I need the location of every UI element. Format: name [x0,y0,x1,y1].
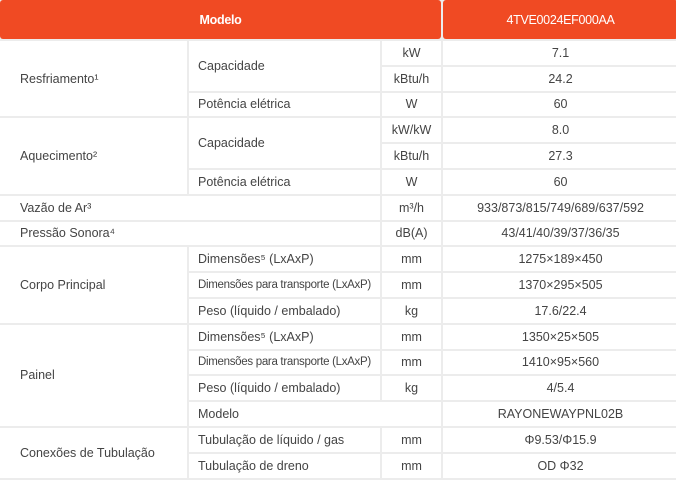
group-conexoes: Conexões de Tubulação [0,427,187,478]
unit: mm [382,350,442,375]
value: 1370×295×505 [443,273,676,297]
value: 43/41/40/39/37/36/35 [443,221,676,246]
header-row: Modelo 4TVE0024EF000AA [0,0,676,39]
table-row: Painel Dimensões⁵ (LxAxP) mm 1350×25×505 [0,324,676,426]
group-resfriamento: Resfriamento¹ [0,41,187,117]
value: 933/873/815/749/689/637/592 [443,195,676,220]
unit: mm [382,273,442,297]
row-label: Potência elétrica [189,92,380,117]
unit: dB(A) [382,221,442,246]
value: RAYONEWAYPNL02B [443,402,676,426]
table-row: kBtu/h 27.3 [0,144,676,168]
row-label: Dimensões⁵ (LxAxP) [189,247,380,272]
table-row: Modelo RAYONEWAYPNL02B [0,402,676,426]
table-row: Corpo Principal Dimensões⁵ (LxAxP) mm 12… [0,247,676,323]
unit: m³/h [382,195,442,220]
value: 7.1 [443,41,676,65]
value: 60 [443,169,676,194]
unit: mm [382,453,442,478]
value: 24.2 [443,66,676,91]
row-label: Dimensões⁵ (LxAxP) [189,324,380,349]
value: 1350×25×505 [443,324,676,349]
table-row: Dimensões para transporte (LxAxP) mm 141… [0,350,676,375]
unit: kg [382,376,442,401]
table-row: Potência elétrica W 60 [0,92,676,117]
table-row: Dimensões para transporte (LxAxP) mm 137… [0,273,676,297]
value: 27.3 [443,144,676,168]
row-label: Pressão Sonora⁴ [0,221,380,246]
table-row: kBtu/h 24.2 [0,66,676,91]
group-aquecimento: Aquecimento² [0,118,187,194]
table-row: Pressão Sonora⁴ dB(A) 43/41/40/39/37/36/… [0,221,676,246]
row-label: Modelo [189,402,442,426]
value: 8.0 [443,118,676,143]
row-label: Potência elétrica [189,169,380,194]
unit: mm [382,324,442,349]
row-label: Capacidade [189,118,380,168]
header-model-label: Modelo [0,0,442,39]
row-label: Capacidade [189,41,380,91]
value: 1275×189×450 [443,247,676,272]
value: 1410×95×560 [443,350,676,375]
unit: kg [382,298,442,323]
row-label: Dimensões para transporte (LxAxP) [189,273,380,297]
value: 17.6/22.4 [443,298,676,323]
unit: kBtu/h [382,66,442,91]
row-label: Peso (líquido / embalado) [189,376,380,401]
value: OD Φ32 [443,453,676,478]
header-model-value: 4TVE0024EF000AA [443,0,676,39]
row-label: Peso (líquido / embalado) [189,298,380,323]
row-label: Tubulação de líquido / gas [189,427,380,452]
table-row: Resfriamento¹ Capacidade kW 7.1 [0,41,676,117]
unit: W [382,92,442,117]
unit: kW/kW [382,118,442,143]
value: 4/5.4 [443,376,676,401]
unit: kBtu/h [382,144,442,168]
unit: mm [382,427,442,452]
unit: W [382,169,442,194]
table-row: Tubulação de dreno mm OD Φ32 [0,453,676,478]
unit: mm [382,247,442,272]
table-row: Peso (líquido / embalado) kg 17.6/22.4 [0,298,676,323]
value: Φ9.53/Φ15.9 [443,427,676,452]
value: 60 [443,92,676,117]
table-row: Potência elétrica W 60 [0,169,676,194]
table-row: Vazão de Ar³ m³/h 933/873/815/749/689/63… [0,195,676,220]
table-row: Peso (líquido / embalado) kg 4/5.4 [0,376,676,401]
row-label: Vazão de Ar³ [0,195,380,220]
group-painel: Painel [0,324,187,426]
unit: kW [382,41,442,65]
row-label: Tubulação de dreno [189,453,380,478]
row-label: Dimensões para transporte (LxAxP) [189,350,380,375]
table-row: Conexões de Tubulação Tubulação de líqui… [0,427,676,478]
group-corpo: Corpo Principal [0,247,187,323]
table-row: Aquecimento² Capacidade kW/kW 8.0 [0,118,676,194]
